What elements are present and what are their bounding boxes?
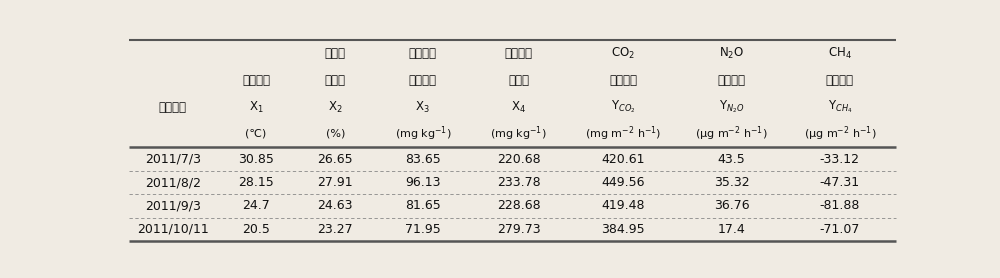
- Text: (mg kg$^{-1}$): (mg kg$^{-1}$): [490, 125, 547, 143]
- Text: -33.12: -33.12: [820, 153, 860, 166]
- Text: 43.5: 43.5: [718, 153, 745, 166]
- Text: -81.88: -81.88: [820, 199, 860, 212]
- Text: 233.78: 233.78: [497, 176, 541, 189]
- Text: 17.4: 17.4: [718, 223, 745, 236]
- Text: 2011/10/11: 2011/10/11: [137, 223, 209, 236]
- Text: 96.13: 96.13: [405, 176, 441, 189]
- Text: 228.68: 228.68: [497, 199, 541, 212]
- Text: (℃): (℃): [245, 129, 267, 139]
- Text: (μg m$^{-2}$ h$^{-1}$): (μg m$^{-2}$ h$^{-1}$): [695, 125, 768, 143]
- Text: CH$_4$: CH$_4$: [828, 46, 852, 61]
- Text: 机碳含量: 机碳含量: [409, 74, 437, 87]
- Text: 26.65: 26.65: [317, 153, 353, 166]
- Text: 27.91: 27.91: [317, 176, 353, 189]
- Text: 71.95: 71.95: [405, 223, 441, 236]
- Text: N$_2$O: N$_2$O: [719, 46, 744, 61]
- Text: (%): (%): [326, 129, 345, 139]
- Text: 28.15: 28.15: [238, 176, 274, 189]
- Text: 419.48: 419.48: [601, 199, 645, 212]
- Text: 排放速率: 排放速率: [717, 74, 745, 87]
- Text: X$_1$: X$_1$: [249, 100, 263, 115]
- Text: 土壤温度: 土壤温度: [242, 74, 270, 87]
- Text: 220.68: 220.68: [497, 153, 541, 166]
- Text: 2011/8/2: 2011/8/2: [145, 176, 201, 189]
- Text: 微生物量: 微生物量: [505, 47, 533, 60]
- Text: (μg m$^{-2}$ h$^{-1}$): (μg m$^{-2}$ h$^{-1}$): [804, 125, 876, 143]
- Text: 排放速率: 排放速率: [609, 74, 637, 87]
- Text: 排放速率: 排放速率: [826, 74, 854, 87]
- Text: (mg kg$^{-1}$): (mg kg$^{-1}$): [395, 125, 451, 143]
- Text: X$_4$: X$_4$: [511, 100, 526, 115]
- Text: 449.56: 449.56: [601, 176, 645, 189]
- Text: Y$_{CO_2}$: Y$_{CO_2}$: [611, 99, 635, 115]
- Text: X$_2$: X$_2$: [328, 100, 343, 115]
- Text: 384.95: 384.95: [601, 223, 645, 236]
- Text: 81.65: 81.65: [405, 199, 441, 212]
- Text: -47.31: -47.31: [820, 176, 860, 189]
- Text: Y$_{CH_4}$: Y$_{CH_4}$: [828, 99, 852, 115]
- Text: 35.32: 35.32: [714, 176, 749, 189]
- Text: 测定日期: 测定日期: [159, 101, 187, 114]
- Text: 30.85: 30.85: [238, 153, 274, 166]
- Text: 2011/9/3: 2011/9/3: [145, 199, 201, 212]
- Text: 20.5: 20.5: [242, 223, 270, 236]
- Text: Y$_{N_2O}$: Y$_{N_2O}$: [719, 99, 744, 115]
- Text: 279.73: 279.73: [497, 223, 541, 236]
- Text: 24.7: 24.7: [242, 199, 270, 212]
- Text: 24.63: 24.63: [318, 199, 353, 212]
- Text: 土壤水: 土壤水: [325, 47, 346, 60]
- Text: 2011/7/3: 2011/7/3: [145, 153, 201, 166]
- Text: 36.76: 36.76: [714, 199, 749, 212]
- Text: 23.27: 23.27: [317, 223, 353, 236]
- Text: X$_3$: X$_3$: [415, 100, 430, 115]
- Text: -71.07: -71.07: [820, 223, 860, 236]
- Text: CO$_2$: CO$_2$: [611, 46, 635, 61]
- Text: 420.61: 420.61: [601, 153, 645, 166]
- Text: 83.65: 83.65: [405, 153, 441, 166]
- Text: 水溶性有: 水溶性有: [409, 47, 437, 60]
- Text: 碳含量: 碳含量: [508, 74, 529, 87]
- Text: 分含量: 分含量: [325, 74, 346, 87]
- Text: (mg m$^{-2}$ h$^{-1}$): (mg m$^{-2}$ h$^{-1}$): [585, 125, 661, 143]
